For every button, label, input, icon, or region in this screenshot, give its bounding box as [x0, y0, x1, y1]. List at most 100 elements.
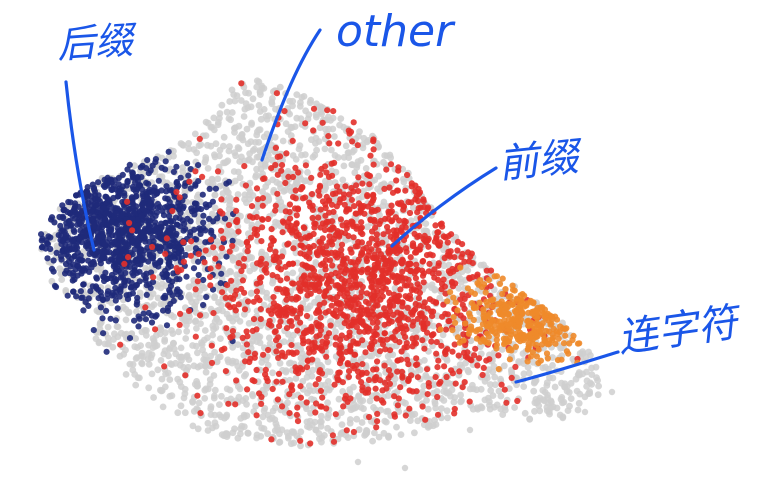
point-suffix — [197, 206, 205, 213]
point-other — [332, 328, 339, 336]
point-prefix — [458, 254, 465, 261]
point-other — [253, 431, 261, 439]
point-suffix — [48, 214, 56, 221]
point-suffix — [108, 292, 115, 299]
point-prefix — [308, 174, 315, 181]
point-prefix — [309, 206, 316, 213]
point-suffix — [152, 219, 159, 226]
point-prefix — [224, 282, 231, 289]
point-other — [370, 404, 377, 411]
point-prefix — [270, 237, 277, 244]
point-suffix — [100, 330, 107, 337]
point-other — [220, 142, 227, 150]
point-prefix — [445, 233, 452, 240]
point-suffix — [200, 276, 207, 284]
point-other — [234, 144, 242, 151]
point-prefix — [249, 214, 256, 221]
point-other — [274, 426, 282, 434]
point-other — [276, 359, 284, 367]
point-other — [233, 271, 241, 279]
point-prefix — [317, 171, 324, 178]
point-prefix — [365, 376, 373, 384]
point-other — [312, 111, 320, 119]
point-prefix — [288, 342, 295, 349]
point-prefix — [260, 351, 267, 358]
point-prefix — [292, 187, 299, 194]
point-other — [132, 335, 140, 342]
point-prefix — [265, 321, 273, 328]
point-other — [137, 342, 145, 349]
point-prefix — [265, 346, 272, 354]
point-suffix — [124, 179, 131, 186]
point-other — [221, 414, 228, 422]
point-suffix — [74, 244, 81, 252]
point-suffix — [163, 183, 170, 190]
point-other — [249, 332, 257, 340]
point-other — [210, 394, 218, 402]
point-prefix — [406, 405, 413, 412]
point-prefix — [350, 234, 357, 241]
point-other — [309, 153, 317, 161]
point-prefix — [286, 201, 293, 208]
point-prefix — [322, 288, 329, 295]
point-other — [483, 374, 491, 382]
point-other — [248, 119, 256, 127]
point-suffix — [58, 256, 65, 263]
point-other — [122, 371, 130, 378]
point-other — [339, 176, 347, 184]
point-prefix — [358, 239, 365, 246]
point-other — [251, 145, 258, 153]
point-suffix — [101, 241, 108, 248]
point-other — [177, 344, 185, 352]
point-suffix — [212, 185, 219, 192]
point-prefix — [441, 363, 448, 370]
point-other — [204, 427, 212, 434]
point-other — [249, 192, 257, 199]
point-suffix — [195, 162, 202, 169]
point-prefix — [245, 298, 252, 305]
point-prefix — [413, 334, 420, 341]
point-other — [126, 360, 134, 368]
point-prefix — [406, 209, 414, 217]
point-prefix — [466, 275, 473, 282]
point-other — [439, 331, 447, 339]
point-prefix — [326, 140, 333, 147]
point-prefix — [259, 224, 266, 231]
point-other — [193, 149, 201, 157]
point-other — [230, 168, 238, 175]
point-other — [232, 152, 240, 160]
point-prefix — [303, 329, 310, 336]
point-other — [324, 424, 331, 432]
point-other — [269, 279, 276, 287]
point-other — [165, 352, 172, 360]
point-prefix — [347, 246, 354, 253]
point-prefix — [398, 368, 406, 375]
point-prefix — [391, 393, 398, 400]
point-other — [253, 153, 261, 161]
point-other — [525, 369, 533, 377]
point-prefix — [270, 300, 277, 307]
point-prefix — [306, 255, 313, 262]
point-other — [211, 294, 218, 302]
point-other — [236, 174, 244, 182]
point-other — [275, 439, 283, 446]
point-prefix — [297, 437, 304, 444]
point-prefix — [243, 341, 250, 348]
point-other — [289, 102, 296, 110]
point-prefix — [235, 228, 242, 235]
point-suffix — [103, 348, 110, 355]
point-other — [360, 405, 367, 413]
point-other — [455, 285, 463, 292]
point-other — [62, 287, 70, 294]
point-prefix — [359, 283, 366, 291]
point-prefix — [376, 377, 384, 384]
point-prefix — [432, 374, 439, 381]
point-other — [477, 261, 485, 269]
point-other — [241, 191, 249, 199]
point-prefix — [202, 247, 209, 254]
point-other — [595, 382, 602, 390]
point-prefix — [382, 285, 389, 292]
point-other — [303, 305, 310, 313]
point-other — [340, 162, 348, 170]
